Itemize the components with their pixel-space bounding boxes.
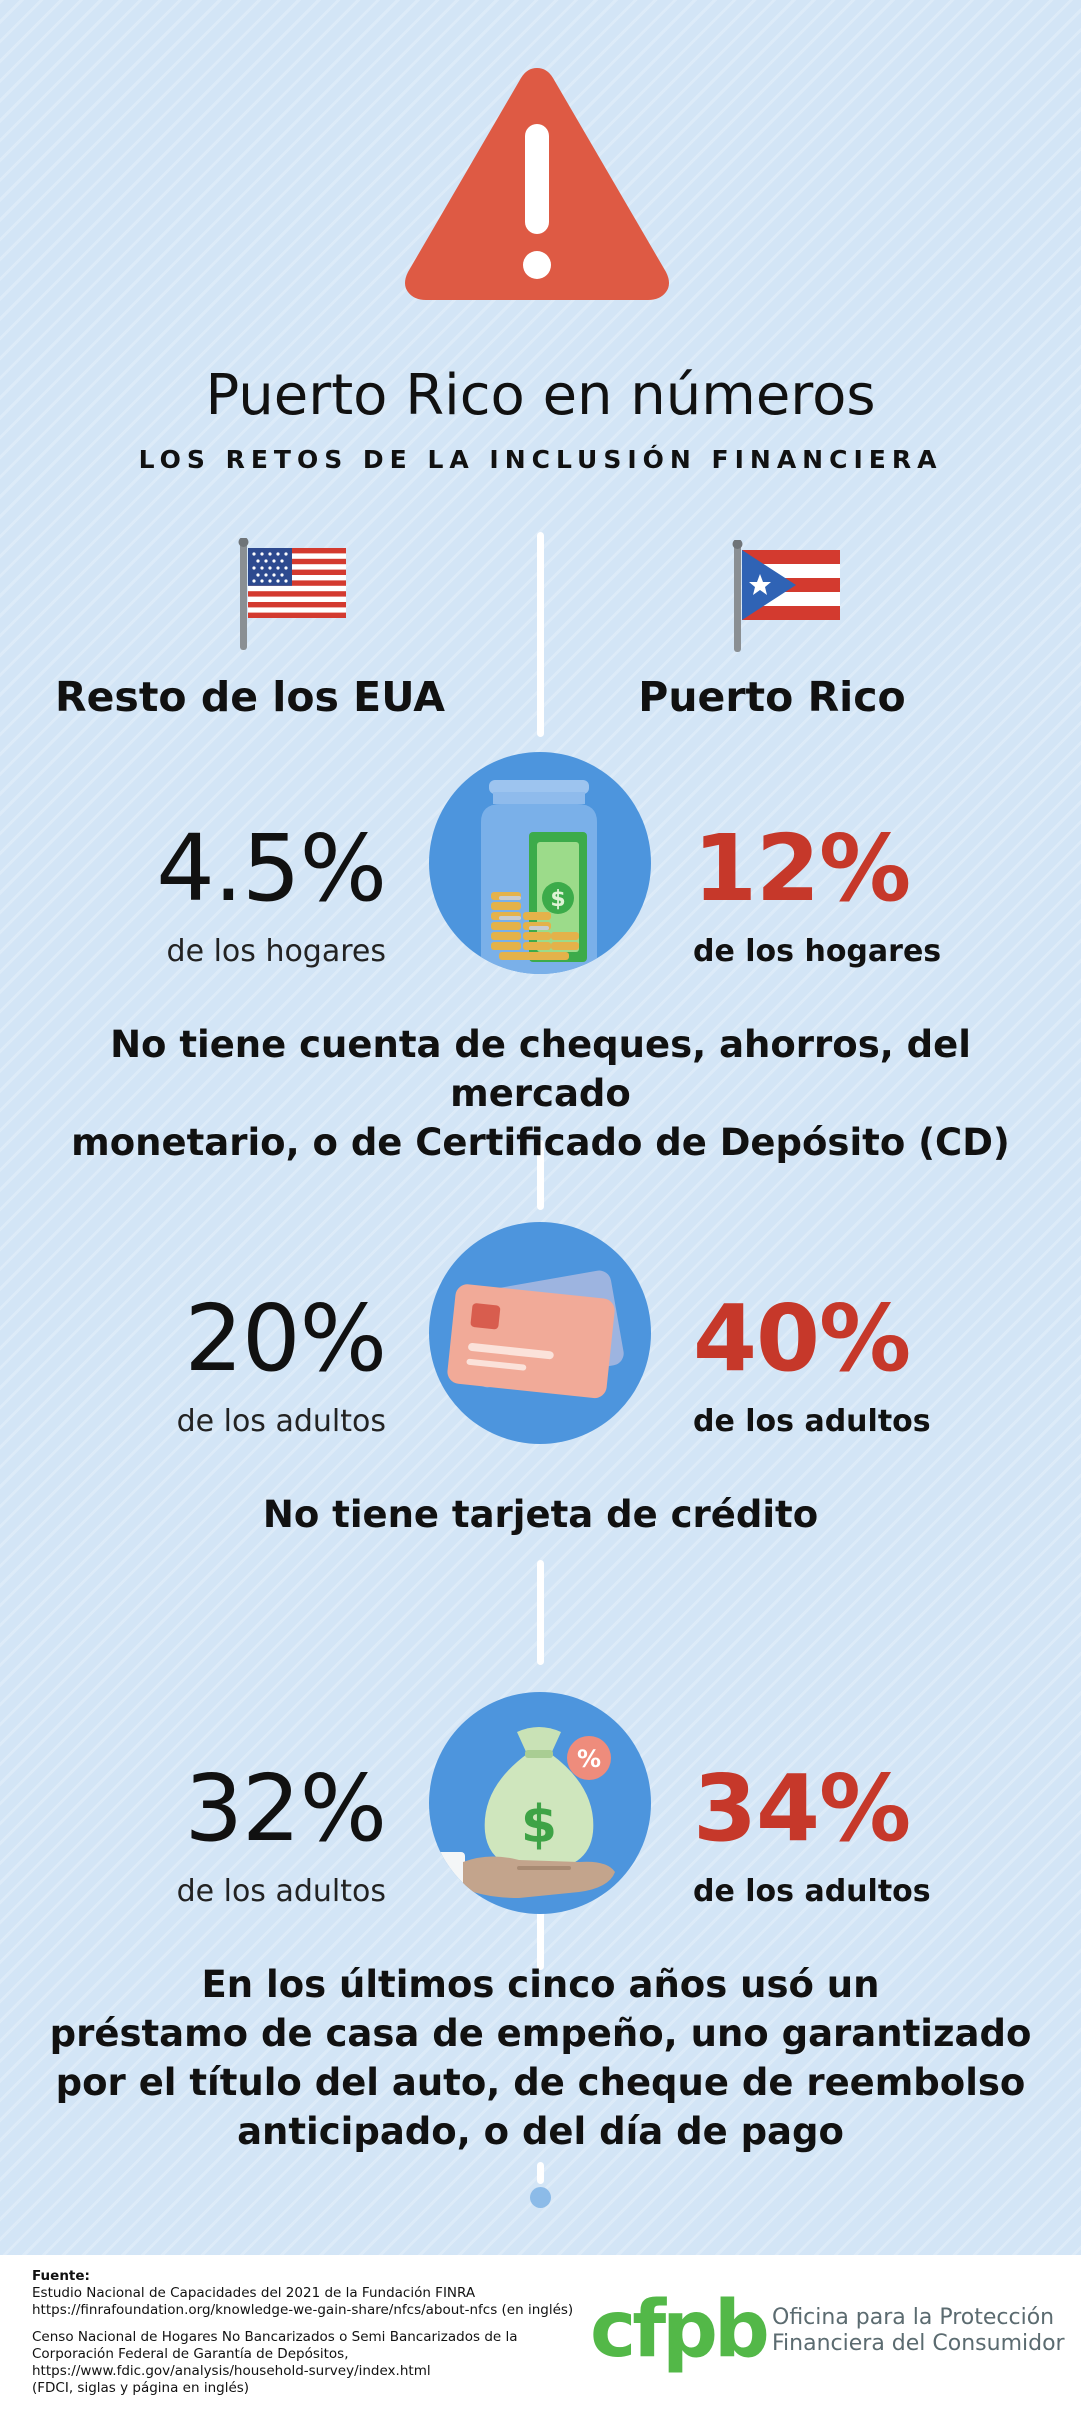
stat-pr-value: 40% — [693, 1285, 911, 1392]
cfpb-logo: cfpb — [590, 2285, 770, 2375]
center-divider — [537, 1560, 544, 1665]
page-title: Puerto Rico en números — [205, 363, 876, 428]
stat-pr-unit: de los adultos — [693, 1404, 931, 1439]
description-line: préstamo de casa de empeño, uno garantiz… — [49, 2012, 1032, 2055]
center-divider — [537, 1140, 544, 1210]
stat-description: No tiene cuenta de cheques, ahorros, del… — [40, 1020, 1041, 1167]
description-line: No tiene tarjeta de crédito — [262, 1493, 819, 1536]
stat-us-value: 20% — [184, 1285, 387, 1392]
description-line: En los últimos cinco años usó un — [201, 1963, 880, 2006]
money-bag-hand-icon: $ % — [429, 1692, 651, 1914]
sources: Fuente: Estudio Nacional de Capacidades … — [32, 2268, 592, 2397]
jar-coin-glyph: $ — [550, 887, 565, 912]
description-line: anticipado, o del día de pago — [237, 2110, 844, 2153]
bag-dollar-glyph: $ — [521, 1795, 557, 1855]
source-line: Estudio Nacional de Capacidades del 2021… — [32, 2285, 476, 2301]
stat-pr-unit: de los adultos — [693, 1874, 931, 1909]
bag-percent-glyph: % — [577, 1745, 601, 1773]
stat-us-value: 32% — [184, 1755, 387, 1862]
stat-pr-value: 34% — [693, 1755, 911, 1862]
agency-line: Financiera del Consumidor — [772, 2331, 1065, 2356]
center-divider — [537, 1910, 544, 1970]
agency-line: Oficina para la Protección — [772, 2305, 1055, 2330]
description-line: por el título del auto, de cheque de ree… — [55, 2061, 1026, 2104]
source-link[interactable]: https://www.fdic.gov/analysis/household-… — [32, 2363, 431, 2379]
source-label: Fuente: — [32, 2268, 90, 2284]
puerto-rico-flag-icon — [732, 540, 840, 652]
source-line: (FDCI, siglas y página en inglés) — [32, 2380, 250, 2396]
center-divider — [537, 532, 544, 737]
stat-pr-value: 12% — [693, 815, 911, 922]
source-line: Corporación Federal de Garantía de Depós… — [32, 2346, 349, 2362]
column-header-pr: Puerto Rico — [638, 673, 906, 721]
source-line: Censo Nacional de Hogares No Bancarizado… — [32, 2329, 518, 2345]
stat-description: No tiene tarjeta de crédito — [40, 1490, 1041, 1539]
money-jar-icon: $ — [429, 752, 651, 974]
column-header-us: Resto de los EUA — [55, 673, 445, 721]
stat-us-value: 4.5% — [156, 815, 387, 922]
warning-icon — [405, 68, 669, 300]
stat-description: En los últimos cinco años usó un préstam… — [40, 1960, 1041, 2156]
description-line: monetario, o de Certificado de Depósito … — [71, 1121, 1010, 1164]
credit-card-icon — [429, 1222, 651, 1444]
center-divider — [537, 2162, 544, 2184]
description-line: No tiene cuenta de cheques, ahorros, del… — [110, 1023, 971, 1115]
page-subtitle: LOS RETOS DE LA INCLUSIÓN FINANCIERA — [138, 445, 943, 474]
stat-us-unit: de los hogares — [166, 934, 386, 969]
source-link[interactable]: https://finrafoundation.org/knowledge-we… — [32, 2302, 574, 2318]
timeline-end-dot — [530, 2187, 551, 2208]
stat-pr-unit: de los hogares — [693, 934, 942, 969]
stat-us-unit: de los adultos — [176, 1874, 386, 1909]
footer — [0, 2255, 1081, 2412]
agency-name: Oficina para la Protección Financiera de… — [772, 2305, 1072, 2357]
stat-us-unit: de los adultos — [176, 1404, 386, 1439]
us-flag-icon — [238, 538, 346, 650]
